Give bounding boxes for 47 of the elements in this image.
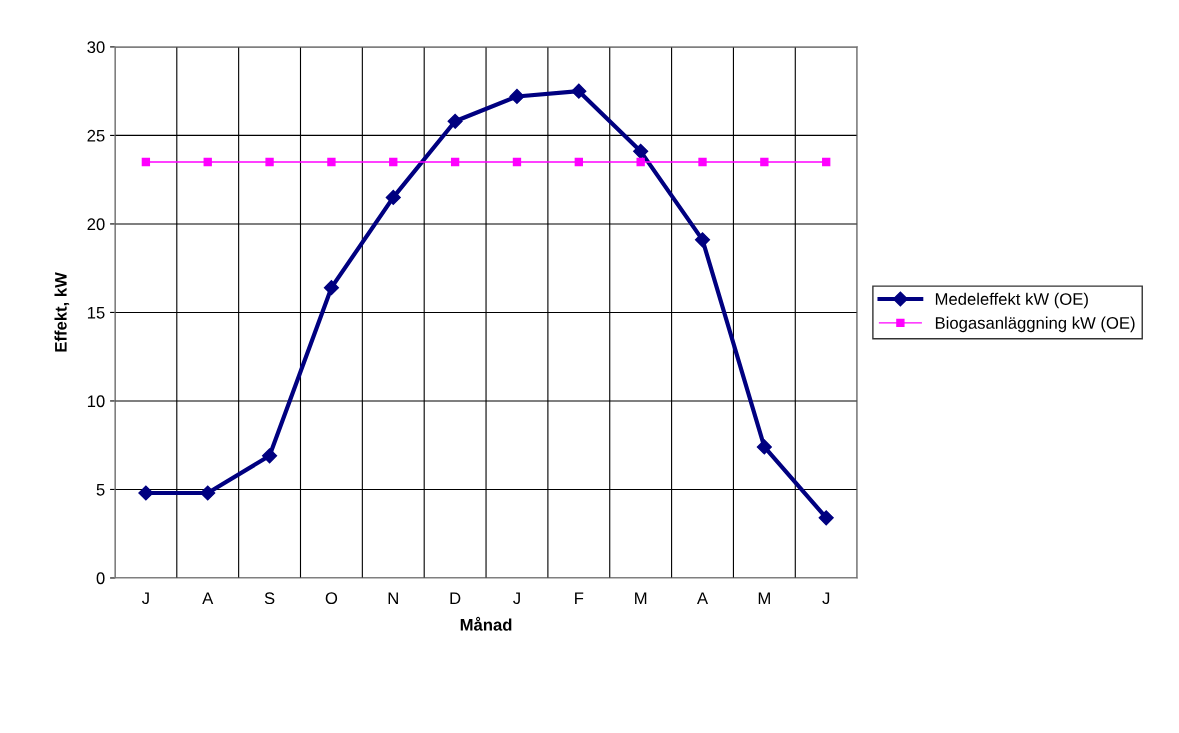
x-tick-label: A — [202, 592, 214, 604]
point — [756, 439, 772, 455]
point — [698, 157, 707, 167]
x-tick-label: D — [450, 592, 461, 604]
y-tick-label: 25 — [87, 129, 105, 142]
y-tick-label: 20 — [87, 218, 105, 231]
point — [447, 113, 463, 129]
legend-label: Medeleffekt kW (OE) — [935, 292, 1088, 309]
x-tick-label: J — [141, 592, 149, 605]
point — [694, 232, 711, 248]
point — [203, 157, 212, 167]
point — [265, 157, 274, 167]
point — [389, 157, 398, 167]
y-tick-label: 30 — [87, 41, 105, 54]
legend-label: Biogasanläggning kW (OE) — [935, 316, 1135, 333]
x-tick-label: F — [575, 592, 584, 604]
point — [633, 143, 649, 159]
x-axis-title: Månad — [460, 616, 512, 631]
y-tick-label: 5 — [96, 484, 105, 496]
point — [509, 88, 525, 105]
point — [760, 157, 769, 167]
point — [818, 510, 834, 526]
point — [450, 157, 460, 167]
point — [636, 157, 645, 167]
point — [200, 485, 216, 501]
x-tick-label: O — [325, 592, 338, 605]
x-tick-label: N — [388, 592, 398, 604]
point — [822, 157, 831, 167]
x-tick-label: S — [264, 592, 275, 605]
x-tick-label: J — [513, 592, 520, 605]
point — [512, 157, 522, 167]
point — [574, 157, 583, 167]
point — [323, 280, 339, 296]
y-tick-label: 0 — [96, 572, 105, 585]
point — [571, 83, 587, 99]
y-tick-label: 10 — [87, 395, 105, 408]
point — [262, 448, 278, 464]
x-tick-label: M — [758, 592, 770, 604]
point — [385, 189, 401, 205]
y-axis-title: Effekt, kW — [54, 272, 70, 352]
x-tick-label: A — [696, 592, 709, 604]
point — [141, 157, 151, 167]
x-tick-label: J — [822, 592, 830, 605]
x-tick-label: M — [635, 592, 647, 604]
y-tick-label: 15 — [87, 307, 105, 319]
point — [327, 157, 336, 167]
point — [138, 485, 154, 501]
